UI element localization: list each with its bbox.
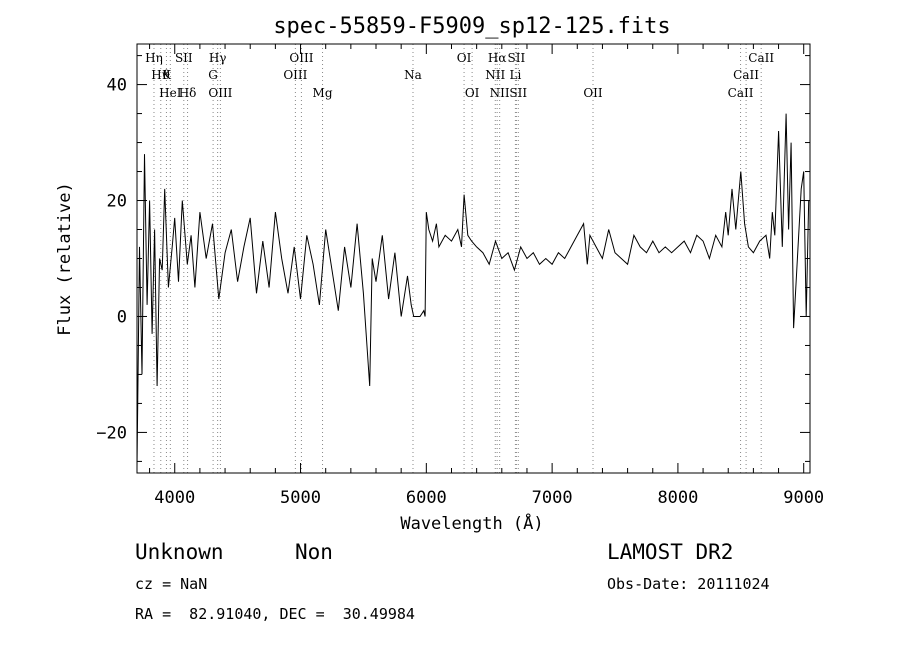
x-axis-label: Wavelength (Å)	[400, 512, 543, 534]
y-axis-label: Flux (relative)	[55, 182, 75, 336]
spectral-line-label: Na	[404, 68, 422, 82]
obs-date-label: Obs-Date: 20111024	[607, 575, 770, 593]
spectral-line-markers	[153, 44, 762, 473]
spectral-line-label: Hδ	[179, 86, 197, 100]
x-tick-label: 8000	[657, 488, 698, 508]
spectral-line-label: OIII	[283, 68, 307, 82]
survey-label: LAMOST DR2	[607, 540, 734, 564]
coordinates-label: RA = 82.91040, DEC = 30.49984	[135, 605, 415, 623]
x-tick-label: 5000	[280, 488, 321, 508]
spectral-line-label: Hα	[488, 51, 507, 65]
y-tick-label: −20	[96, 423, 127, 443]
class-label: Unknown	[135, 540, 224, 564]
x-tick-label: 9000	[783, 488, 824, 508]
y-tick-label: 0	[117, 307, 127, 327]
spectral-line-label: OII	[583, 86, 603, 100]
spectral-line-label: K	[162, 68, 172, 82]
y-tick-label: 20	[107, 192, 127, 212]
spectral-line-label: G	[208, 68, 218, 82]
chart-title: spec-55859-F5909_sp12-125.fits	[273, 14, 670, 39]
spectral-line-label: NII	[490, 86, 510, 100]
redshift-label: cz = NaN	[135, 575, 208, 593]
spectral-line-label: OI	[465, 86, 480, 100]
x-tick-label: 7000	[532, 488, 573, 508]
spectral-line-label: Hη	[145, 51, 163, 65]
spectral-line-label: Hϑ	[151, 68, 170, 82]
spectral-line-label: CaII	[748, 51, 774, 65]
spectral-line-label: OI	[457, 51, 472, 65]
spectrum-series	[136, 113, 810, 468]
spectral-line-label: OIII	[289, 51, 313, 65]
spectral-line-label: SII	[508, 51, 526, 65]
spectral-line-label: SII	[509, 86, 527, 100]
y-tick-label: 40	[107, 76, 127, 96]
spectral-line-label: Hγ	[209, 51, 227, 65]
x-tick-label: 4000	[154, 488, 195, 508]
spectral-line-label: CaII	[733, 68, 759, 82]
spectral-line-label: HeI	[159, 86, 182, 100]
spectral-line-label: Li	[509, 68, 521, 82]
spectrum-line	[136, 113, 810, 468]
subclass-label: Non	[295, 540, 333, 564]
spectral-line-label: Mg	[313, 86, 333, 100]
spectral-line-label: CaII	[728, 86, 754, 100]
spectral-line-label: OIII	[208, 86, 232, 100]
y-axis-ticks: −20 0 20 40	[96, 55, 810, 462]
x-tick-label: 6000	[406, 488, 447, 508]
spectral-line-label: NII	[485, 68, 505, 82]
x-axis-ticks: 4000 5000 6000 7000 8000 9000	[149, 44, 824, 508]
spectral-line-label: SII	[175, 51, 193, 65]
